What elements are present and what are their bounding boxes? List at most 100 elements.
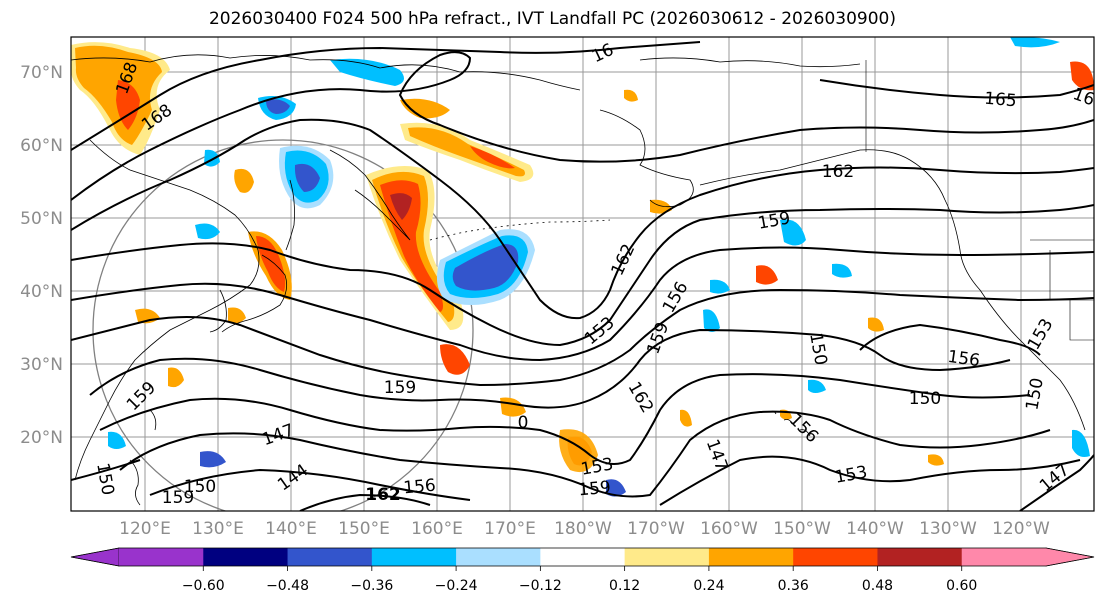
contour-label: 150 <box>909 389 941 409</box>
colorbar-swatch <box>624 548 710 566</box>
coastline <box>329 149 411 241</box>
colorbar-swatch <box>877 548 963 566</box>
contour <box>71 459 471 501</box>
contour-label: 156 <box>946 347 981 371</box>
anomaly-negative-patch <box>780 219 806 246</box>
colorbar-tick-label: −0.36 <box>350 578 393 594</box>
anomaly-positive-patch <box>1070 61 1094 91</box>
lon-label-120e: 120°E <box>119 519 171 539</box>
colorbar-frame <box>70 547 1095 567</box>
contour <box>89 328 1011 409</box>
anomaly-negative-patch <box>294 163 320 192</box>
anomaly-positive-patch <box>680 409 692 427</box>
colorbar-swatch <box>203 548 289 566</box>
contour <box>71 288 1094 387</box>
coastline <box>74 139 260 481</box>
coastline <box>221 254 288 333</box>
contour <box>99 373 1031 465</box>
contour-label: 159 <box>162 488 194 508</box>
longitude-labels: 120°E 130°E 140°E 150°E 160°E 170°E 180°… <box>119 519 1050 539</box>
colorbar-swatch <box>119 548 204 566</box>
colorbar-swatch <box>793 548 878 566</box>
latitude-labels: 70°N 60°N 50°N 40°N 30°N 20°N <box>20 63 63 448</box>
coastline <box>699 149 1086 431</box>
anomaly-negative-patch <box>703 309 720 332</box>
contour <box>859 323 1041 356</box>
contour <box>299 493 431 511</box>
anomaly-negative-patch <box>808 379 826 393</box>
colorbar-swatch <box>961 548 1047 566</box>
coastline <box>71 54 581 91</box>
contour-label: 159 <box>384 378 416 398</box>
lat-label-30n: 30°N <box>20 355 63 375</box>
anomaly-positive-patch <box>928 454 944 466</box>
lat-label-20n: 20°N <box>20 428 63 448</box>
anomaly-positive-patch <box>756 265 778 285</box>
anomaly-negative-patch <box>330 58 404 86</box>
anomaly-positive-patch <box>234 168 254 193</box>
contour-label: 156 <box>403 476 437 499</box>
contour <box>71 118 1094 320</box>
lon-label-180w: 180°W <box>554 519 612 539</box>
anomaly-positive-patch <box>624 89 638 102</box>
coastline <box>209 289 227 333</box>
lon-label-170w: 170°W <box>627 519 685 539</box>
lon-label-150e: 150°E <box>338 519 390 539</box>
anomaly-positive-patch <box>868 317 884 332</box>
contour-label: 159 <box>578 478 612 501</box>
lon-label-160w: 160°W <box>700 519 758 539</box>
colorbar-swatch <box>708 548 794 566</box>
anomaly-negative-patch <box>1010 37 1060 48</box>
anomaly-negative-patch <box>710 279 730 294</box>
height-contours <box>71 41 1094 511</box>
lat-label-60n: 60°N <box>20 136 63 156</box>
anomaly-negative-patch <box>606 479 626 497</box>
contour <box>71 204 1094 347</box>
contour <box>1019 454 1094 511</box>
contour <box>659 455 1081 506</box>
colorbar-tick-label: 0.36 <box>778 578 809 594</box>
lon-label-130e: 130°E <box>192 519 244 539</box>
coastline <box>285 179 295 251</box>
anomaly-positive-patch <box>470 146 515 169</box>
map-frame <box>70 36 1095 512</box>
map-title: 2026030400 F024 500 hPa refract., IVT La… <box>208 9 896 29</box>
colorbar-tick-label: 0.48 <box>862 578 893 594</box>
anomaly-positive-patch <box>168 367 184 388</box>
lat-label-70n: 70°N <box>20 63 63 83</box>
colorbar-tick-label: 0.24 <box>693 578 724 594</box>
lat-label-40n: 40°N <box>20 282 63 302</box>
coastlines <box>71 54 1086 506</box>
contour-label: 165 <box>983 89 1017 112</box>
contour <box>71 41 701 151</box>
anomaly-positive-patch <box>440 344 470 375</box>
anomaly-positive-patch <box>380 180 443 312</box>
contour <box>119 410 1051 498</box>
colorbar-tick-label: 0.60 <box>946 578 977 594</box>
anomaly-negative-patch <box>266 99 290 114</box>
anomaly-positive-patch <box>256 236 286 292</box>
anomaly-negative-patch <box>195 223 220 240</box>
contour-label: 162 <box>365 485 401 505</box>
lon-label-170e: 170°E <box>484 519 536 539</box>
lon-label-140e: 140°E <box>265 519 317 539</box>
lon-label-120w: 120°W <box>992 519 1050 539</box>
contour <box>71 246 1094 362</box>
anomaly-positive-patch <box>400 98 450 119</box>
contour <box>71 51 1094 201</box>
anomaly-negative-patch <box>832 263 852 278</box>
lon-label-150w: 150°W <box>773 519 831 539</box>
colorbar-swatch <box>540 548 626 566</box>
colorbar-swatch <box>287 548 373 566</box>
anomaly-negative-patch <box>452 244 519 291</box>
lon-label-130w: 130°W <box>919 519 977 539</box>
contour <box>819 79 1094 99</box>
coastline <box>129 409 157 506</box>
colorbar-extend-low <box>70 547 120 567</box>
anomaly-negative-patch <box>200 451 226 468</box>
radius-ring <box>92 139 474 511</box>
anomaly-negative-patch <box>1072 429 1090 457</box>
colorbar: −0.60 −0.48 −0.36 −0.24 −0.12 0.12 0.24 0.36 0.4… <box>70 547 1095 594</box>
lat-label-50n: 50°N <box>20 209 63 229</box>
